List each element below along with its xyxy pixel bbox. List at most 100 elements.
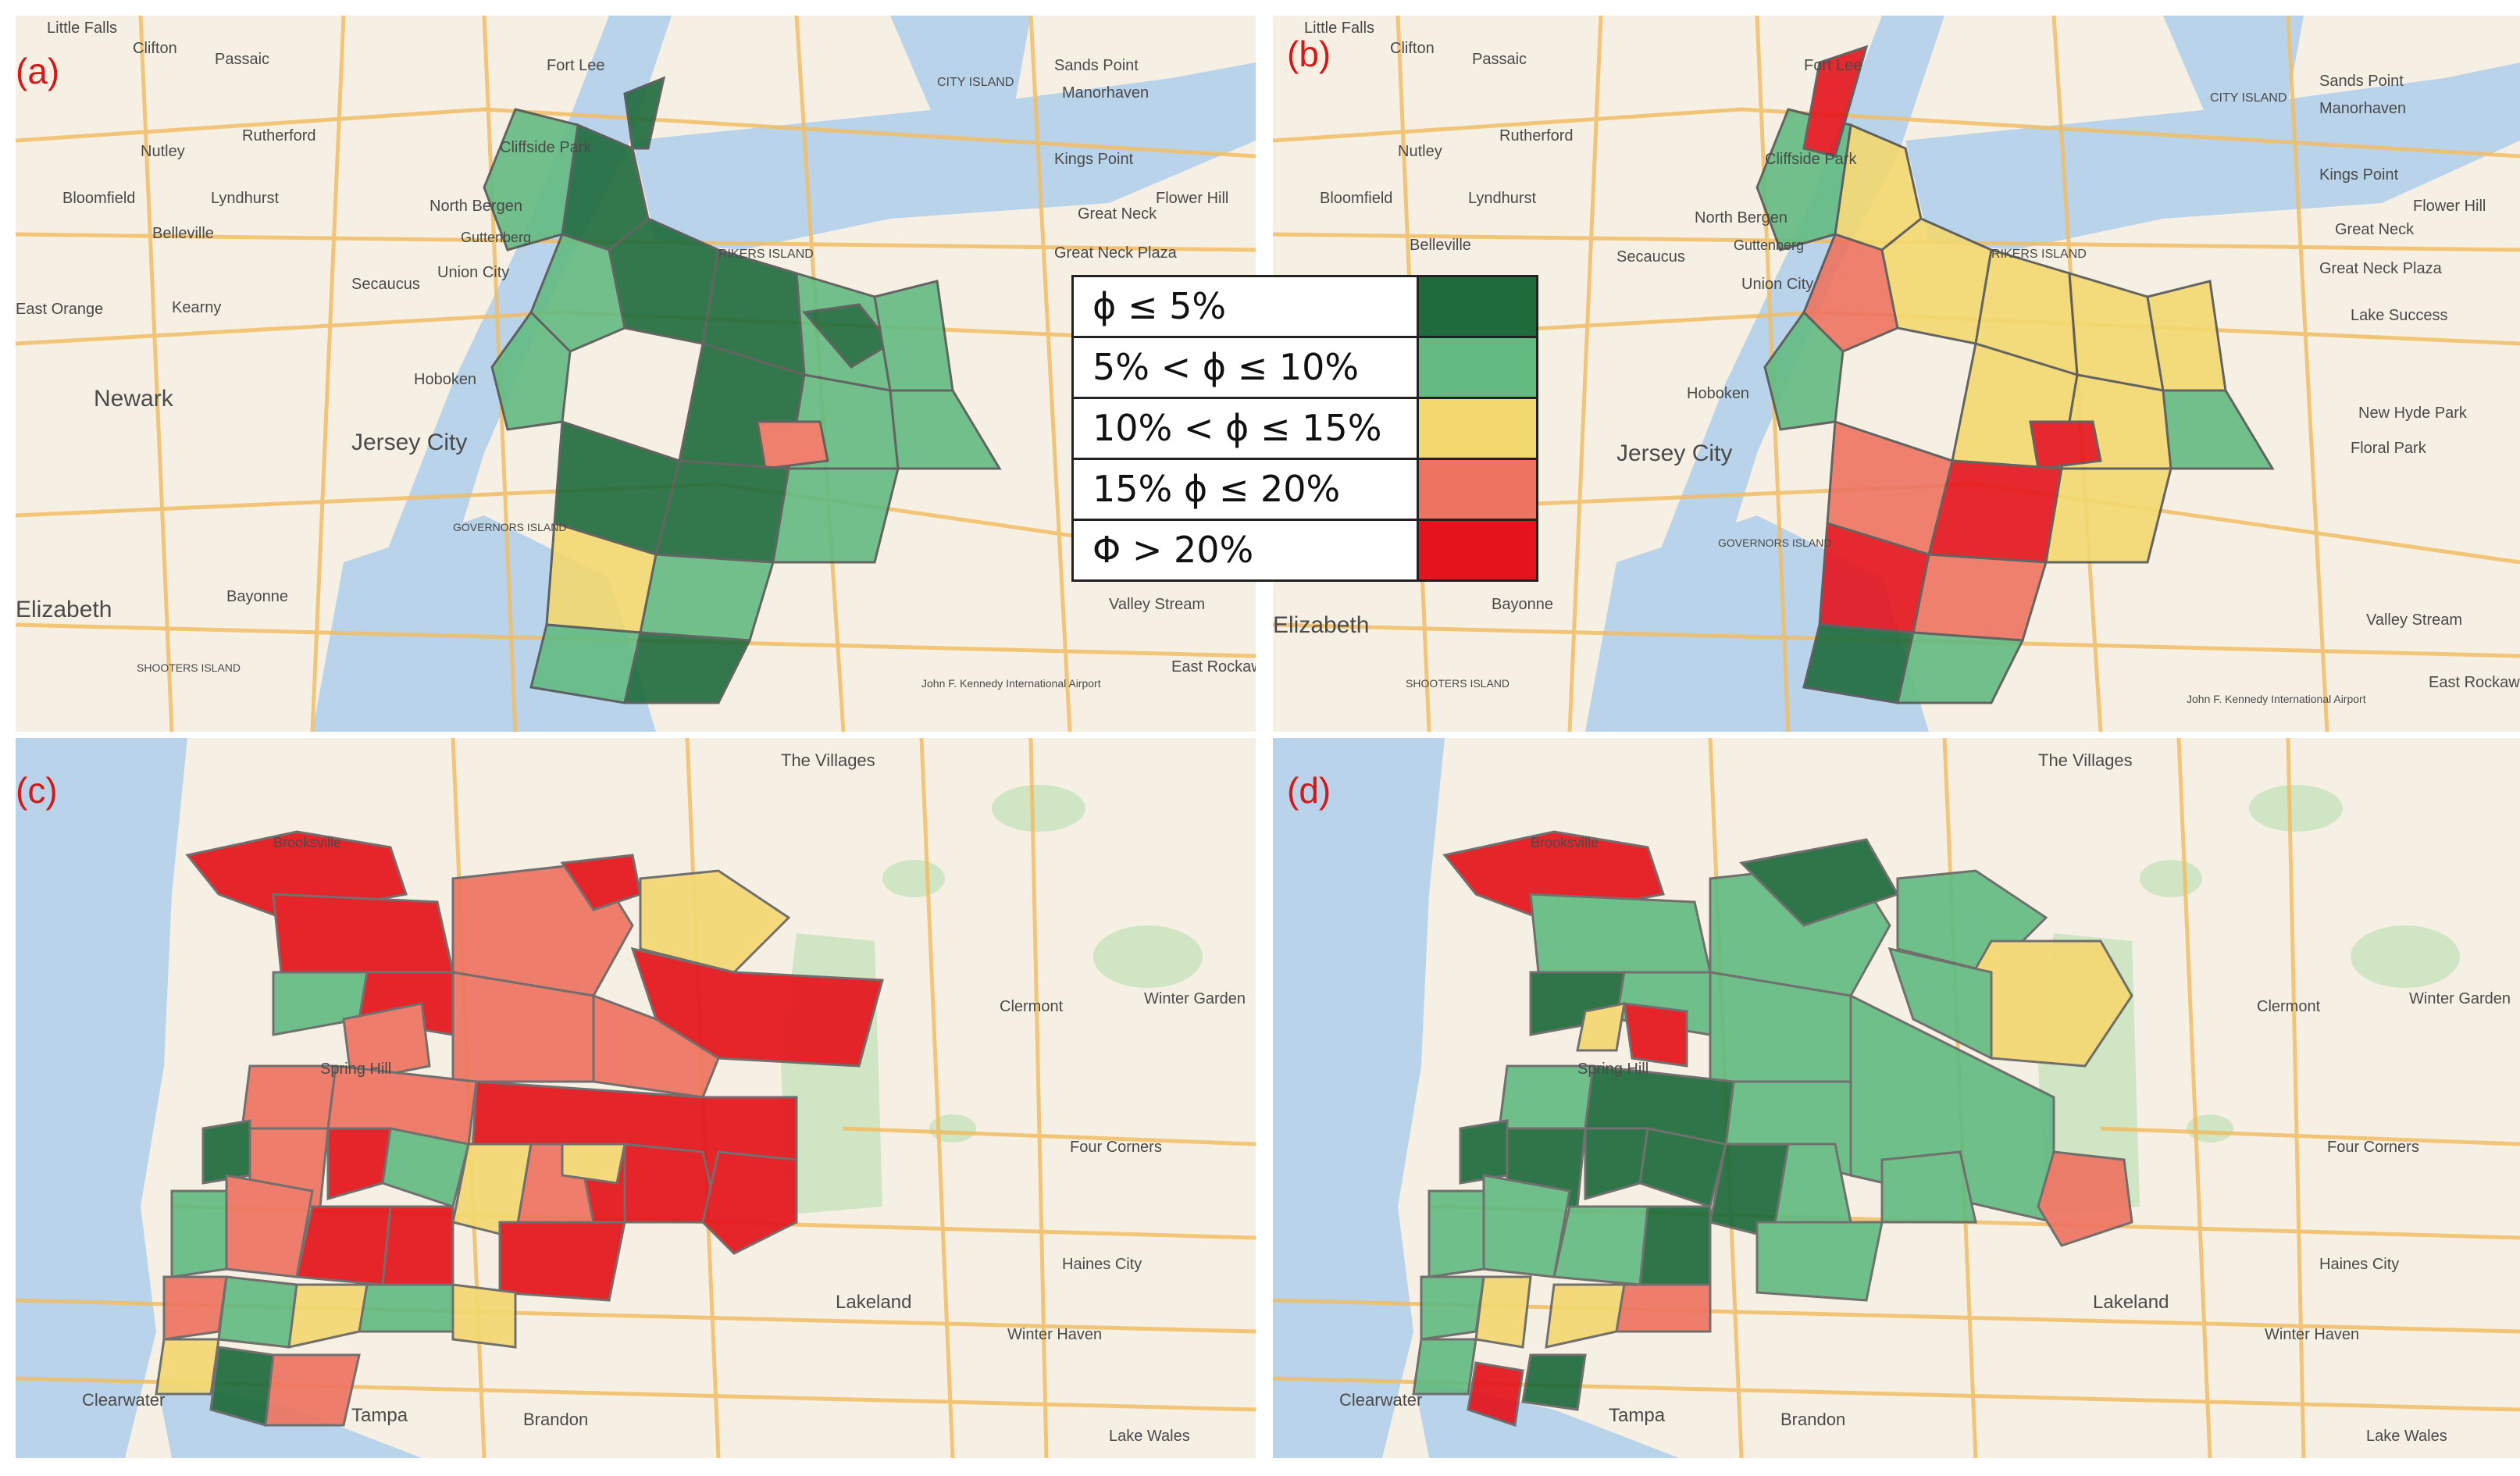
place-a-31: SHOOTERS ISLAND [137,661,241,674]
place-b-24: Lake Success [2351,307,2448,324]
place-a-16: Newark [94,386,174,412]
legend-label: 5% < ϕ ≤ 10% [1092,346,1360,388]
legend-swatch [1417,338,1536,397]
place-b-1: Clifton [1390,40,1435,57]
place-a-7: Lyndhurst [211,190,280,207]
legend-swatch [1417,399,1536,458]
place-a-22: Manorhaven [1062,84,1149,102]
place-b-21: Great Neck [2335,221,2415,238]
place-a-3: Fort Lee [547,57,604,74]
place-a-28: East Rockaway [1171,658,1256,676]
place-b-19: Manorhaven [2319,100,2406,117]
place-b-30: GOVERNORS ISLAND [1718,537,1831,549]
place-b-12: Secaucus [1616,248,1685,266]
place-c-12: Brooksville [273,835,341,850]
place-d-0: The Villages [2038,750,2133,770]
place-c-9: Brandon [523,1410,588,1429]
place-a-1: Clifton [133,40,177,57]
place-a-21: Sands Point [1054,57,1139,74]
legend-row: 10% < ϕ ≤ 15% [1074,399,1536,460]
panel-label-a: (a) [16,51,60,91]
place-a-15: Kearny [172,299,221,316]
place-b-2: Passaic [1472,51,1527,68]
place-a-5: Rutherford [242,127,316,144]
map-c: The Villages Clermont Winter Garden Spri… [16,738,1256,1458]
place-d-1: Clermont [2257,998,2321,1015]
place-b-27: Valley Stream [2366,611,2462,629]
panel-label-c: (c) [16,770,58,811]
place-c-7: Winter Haven [1007,1326,1102,1343]
place-a-9: Cliffside Park [500,139,592,156]
place-d-5: Haines City [2319,1256,2399,1273]
place-a-10: Guttenberg [461,230,531,245]
place-a-32: CITY ISLAND [937,76,1014,89]
place-c-4: Four Corners [1070,1139,1162,1156]
place-d-2: Winter Garden [2409,990,2511,1007]
place-d-6: Lakeland [2093,1292,2169,1313]
map-a: Little Falls Clifton Passaic Fort Lee Nu… [16,16,1256,732]
place-c-5: Haines City [1062,1256,1142,1273]
place-a-13: Union City [437,264,509,281]
place-a-25: Flower Hill [1156,190,1228,207]
place-c-3: Spring Hill [320,1061,391,1078]
place-b-22: Flower Hill [2413,198,2486,215]
panel-label-d: (d) [1287,770,1331,811]
place-b-9: Cliffside Park [1765,151,1857,168]
place-c-0: The Villages [781,750,875,770]
place-a-19: Bayonne [226,588,288,605]
legend-swatch [1417,460,1536,519]
place-c-11: Clearwater [82,1390,165,1410]
place-b-25: New Hyde Park [2358,405,2468,422]
place-a-11: Belleville [152,225,214,242]
place-b-10: Guttenberg [1734,237,1804,253]
legend-row: 15% ϕ ≤ 20% [1074,460,1536,521]
legend-label: ϕ ≤ 5% [1092,285,1227,327]
place-d-12: Brooksville [1531,835,1599,850]
place-d-7: Winter Haven [2265,1326,2359,1343]
legend-row: ϕ ≤ 5% [1074,277,1536,338]
place-b-8: North Bergen [1695,209,1788,226]
place-a-33: John F. Kennedy International Airport [921,677,1101,690]
place-a-20: Elizabeth [16,597,112,622]
map-panel-b: Little Falls Clifton Passaic Fort Lee Nu… [1273,16,2520,732]
place-d-4: Four Corners [2327,1139,2419,1156]
place-b-29: RIKERS ISLAND [1991,248,2087,261]
place-b-31: SHOOTERS ISLAND [1406,677,1510,690]
place-b-26: Floral Park [2351,440,2427,457]
place-b-28: East Rockaway [2429,674,2520,691]
place-d-3: Spring Hill [1577,1061,1649,1078]
place-a-29: RIKERS ISLAND [718,248,814,261]
map-panel-c: The Villages Clermont Winter Garden Spri… [16,738,1256,1458]
map-b: Little Falls Clifton Passaic Fort Lee Nu… [1273,16,2520,732]
place-a-24: Great Neck [1078,205,1157,223]
place-a-2: Passaic [215,51,269,68]
place-b-23: Great Neck Plaza [2319,260,2443,277]
place-b-5: Rutherford [1499,127,1574,144]
place-a-18: Jersey City [351,430,467,455]
place-c-8: Tampa [351,1405,408,1426]
place-c-2: Winter Garden [1144,990,1246,1007]
place-c-1: Clermont [1000,998,1064,1015]
regions-c [155,830,884,1427]
legend-row: 5% < ϕ ≤ 10% [1074,338,1536,399]
legend-swatch [1417,521,1536,579]
place-b-15: Jersey City [1616,440,1732,466]
place-b-4: Nutley [1398,143,1442,160]
legend-swatch [1417,277,1536,336]
map-panel-d: The Villages Clermont Winter Garden Spri… [1273,738,2520,1458]
place-a-6: Bloomfield [62,190,135,207]
place-d-10: Lake Wales [2366,1428,2447,1445]
place-a-23: Kings Point [1054,151,1134,168]
place-b-20: Kings Point [2319,166,2399,184]
panel-label-b: (b) [1287,34,1331,74]
place-a-4: Nutley [141,143,185,160]
legend-label: Φ > 20% [1092,529,1254,571]
place-c-10: Lake Wales [1109,1428,1190,1445]
place-b-18: Sands Point [2319,73,2404,90]
map-panel-a: Little Falls Clifton Passaic Fort Lee Nu… [16,16,1256,732]
place-b-7: Lyndhurst [1468,190,1537,207]
place-b-3: Fort Lee [1804,57,1862,74]
place-b-16: Bayonne [1492,596,1553,613]
place-a-8: North Bergen [430,198,522,215]
regions-d [1412,830,2133,1427]
